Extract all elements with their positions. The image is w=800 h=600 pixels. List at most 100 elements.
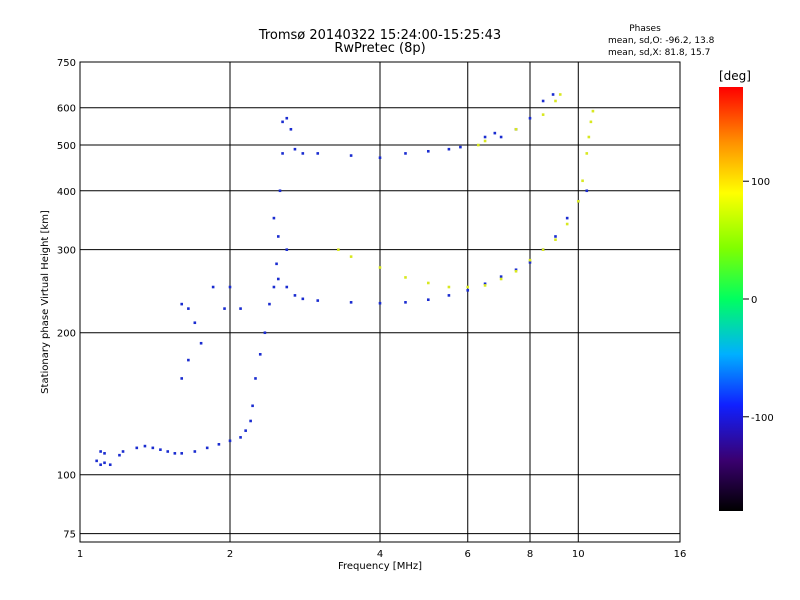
data-point [118,453,121,457]
data-point [180,452,184,455]
data-point [276,277,280,281]
data-point [483,139,487,143]
x-tick-label: 4 [377,549,383,560]
data-point [272,285,276,289]
data-point [483,135,487,139]
data-point [591,109,595,113]
data-point [514,268,518,272]
data-point [239,307,242,310]
data-point [447,294,451,297]
data-point [554,238,557,241]
data-point [541,113,545,116]
data-point [551,93,555,96]
y-tick-label: 400 [57,187,76,198]
x-tick-label: 10 [572,549,585,560]
data-point [514,127,518,131]
x-tick-label: 1 [77,549,83,560]
data-point [378,266,382,269]
data-point [447,285,451,289]
chart-title: Tromsø 20140322 15:24:00-15:25:43 [258,28,501,43]
data-point [285,116,289,120]
y-tick-label: 100 [57,471,76,482]
data-point [151,446,155,450]
data-point [103,452,106,455]
data-point [173,452,177,455]
data-point [95,459,98,463]
phase-info-line-o: mean, sd,O: -96.2, 13.8 [608,36,715,46]
data-point [103,461,106,465]
y-axis-label: Stationary phase Virtual Height [km] [40,210,51,394]
data-point [180,377,184,380]
phase-info-line-x: mean, sd,X: 81.8, 15.7 [608,48,710,58]
data-point [528,261,532,264]
data-point [289,127,293,131]
data-point [447,147,451,151]
data-point [205,446,209,450]
y-tick-label: 200 [57,329,76,340]
data-point [187,307,190,310]
colorbar-label: [deg] [719,69,751,83]
data-point [349,301,353,304]
colorbar-ticks: 100 0 -100 [743,177,774,424]
data-point [581,179,584,183]
data-point [483,284,487,287]
data-point [166,450,170,453]
data-point [285,248,289,251]
data-point [499,135,503,139]
data-point [217,443,221,446]
data-point [316,299,320,302]
data-point [293,147,297,151]
x-tick-label: 16 [674,549,687,560]
data-point [193,450,197,453]
colorbar [719,87,743,511]
data-point [349,154,353,157]
x-tick-label: 2 [227,549,233,560]
data-point [159,448,162,451]
data-point [565,216,569,220]
chart-subtitle: RwPretec (8p) [334,41,425,56]
data-point [272,216,276,220]
data-point [211,285,215,289]
data-point [493,131,497,135]
data-point [466,289,470,292]
data-point [263,331,267,335]
data-point [426,298,430,302]
data-point [108,463,112,467]
data-point [99,450,102,453]
data-point [528,116,532,120]
data-point [477,143,480,147]
data-points [95,93,595,467]
data-point [251,404,254,408]
data-point [499,277,503,281]
data-point [301,297,305,301]
y-tick-label: 750 [57,58,76,69]
data-point [301,152,305,155]
data-point [278,189,282,193]
data-point [585,189,589,193]
data-point [459,145,462,149]
data-point [254,377,257,380]
data-point [576,199,580,203]
grid-lines [80,61,680,542]
data-point [541,99,545,103]
data-point [499,275,503,278]
data-point [276,235,280,238]
data-point [349,255,353,258]
data-point [554,235,557,238]
data-point [180,302,184,306]
data-point [514,269,518,273]
data-point [239,436,242,439]
colorbar-tick-label: 100 [751,177,770,188]
data-point [199,341,203,345]
data-point [466,285,470,289]
data-point [285,285,289,289]
x-tick-label: 8 [527,549,533,560]
data-point [187,358,190,362]
y-tick-label: 600 [57,104,76,115]
data-point [281,120,284,124]
data-point [268,302,271,306]
data-point [316,152,320,155]
y-axis-ticks: 75 100 200 300 400 500 600 750 [57,58,76,541]
colorbar-tick-label: -100 [751,413,774,424]
data-point [135,446,139,450]
